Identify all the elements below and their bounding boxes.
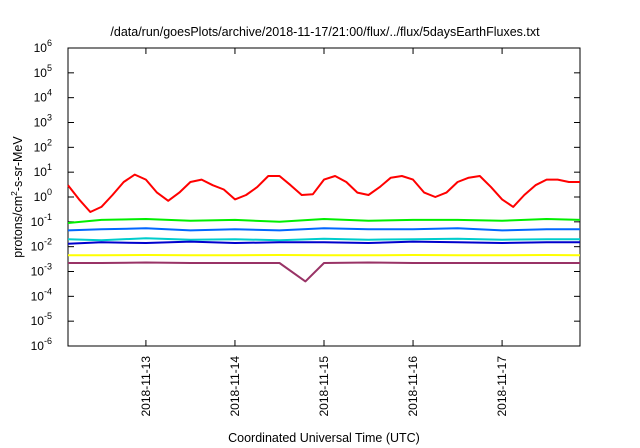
y-tick-base: 10 (34, 165, 48, 179)
y-tick-exp: 2 (47, 137, 52, 147)
y-tick-label: 100 (34, 187, 52, 204)
y-tick-base: 10 (34, 190, 48, 204)
y-tick-label: 102 (34, 137, 52, 154)
y-tick-base: 10 (34, 41, 48, 55)
x-tick-label: 2018-11-15 (317, 356, 331, 417)
y-axis-label-suffix: -s-sr-MeV (11, 136, 25, 192)
y-tick-exp: -2 (44, 237, 52, 247)
plot-frame (67, 47, 581, 347)
y-axis-label-prefix: protons/cm (11, 196, 25, 258)
y-tick-base: 10 (34, 66, 48, 80)
series-line (67, 173, 580, 213)
x-tick-label: 2018-11-13 (139, 356, 153, 417)
y-tick-label: 103 (34, 113, 52, 130)
y-tick-exp: 6 (47, 38, 52, 48)
series-line (67, 237, 580, 242)
y-tick-exp: -3 (44, 262, 52, 272)
y-tick-exp: -5 (44, 311, 52, 321)
series-line (67, 240, 580, 245)
y-tick-label: 10-4 (31, 286, 52, 303)
series-line (67, 218, 581, 224)
y-tick-base: 10 (34, 116, 48, 130)
y-tick-label: 101 (34, 162, 52, 179)
series-line (67, 227, 580, 232)
y-tick-base: 10 (31, 314, 45, 328)
series-line (68, 261, 580, 283)
y-tick-exp: -6 (44, 336, 52, 346)
y-axis: 10610510410310210110010-110-210-310-410-… (31, 38, 580, 353)
x-axis: 2018-11-13 2018-11-14 2018-11-15 2018-11-16… (139, 48, 509, 417)
y-tick-label: 10-1 (31, 212, 52, 229)
y-tick-label: 10-2 (31, 237, 52, 254)
y-tick-base: 10 (34, 140, 48, 154)
x-axis-label: Coordinated Universal Time (UTC) (228, 431, 420, 445)
y-tick-exp: 1 (47, 162, 52, 172)
x-tick-label: 2018-11-17 (495, 356, 509, 417)
chart-title: /data/run/goesPlots/archive/2018-11-17/2… (110, 25, 540, 39)
y-tick-label: 104 (34, 88, 52, 105)
y-tick-base: 10 (34, 91, 48, 105)
y-tick-label: 10-6 (31, 336, 52, 353)
y-tick-label: 105 (34, 63, 52, 80)
y-tick-exp: -4 (44, 286, 52, 296)
x-tick-label: 2018-11-14 (228, 356, 242, 417)
x-tick-label: 2018-11-16 (406, 356, 420, 417)
y-tick-base: 10 (31, 339, 45, 353)
series-layer (67, 173, 581, 283)
y-tick-exp: 4 (47, 88, 52, 98)
y-tick-base: 10 (31, 240, 45, 254)
y-tick-label: 10-3 (31, 262, 52, 279)
y-tick-exp: 0 (47, 187, 52, 197)
y-tick-label: 10-5 (31, 311, 52, 328)
y-axis-label: protons/cm2-s-sr-MeV (9, 136, 25, 258)
y-tick-exp: 5 (47, 63, 52, 73)
y-tick-exp: -1 (44, 212, 52, 222)
y-tick-exp: 3 (47, 113, 52, 123)
y-tick-base: 10 (31, 215, 45, 229)
y-tick-base: 10 (31, 265, 45, 279)
y-axis-label-sup: 2 (9, 191, 19, 196)
y-tick-base: 10 (31, 289, 45, 303)
y-tick-label: 106 (34, 38, 52, 55)
